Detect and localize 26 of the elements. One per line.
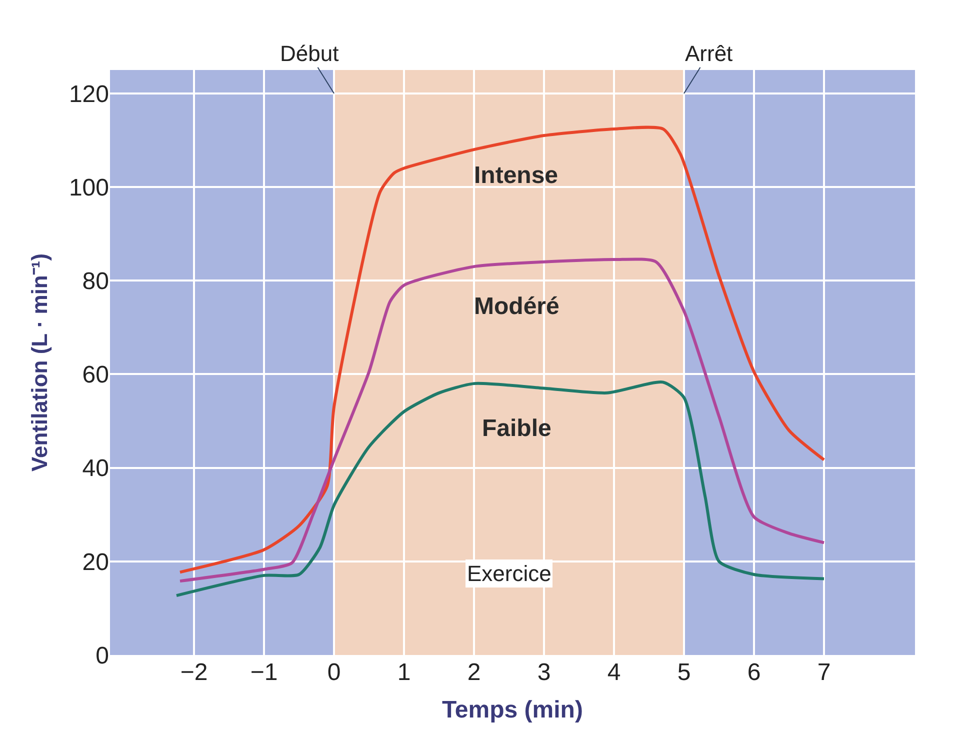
x-tick-label: 1 — [397, 659, 411, 686]
x-tick-label: 6 — [747, 659, 761, 686]
y-tick-label: 40 — [82, 455, 109, 482]
y-axis-title: Ventilation (L · min⁻¹) — [26, 253, 52, 472]
x-tick-label: 3 — [537, 659, 551, 686]
band-label: Exercice — [467, 561, 552, 586]
x-axis-title: Temps (min) — [442, 696, 583, 724]
y-tick-label: 120 — [68, 80, 109, 108]
y-tick-label: 60 — [82, 362, 109, 389]
annotation: Début — [280, 41, 339, 66]
series-label: Faible — [482, 415, 552, 442]
x-tick-label: 7 — [817, 659, 831, 686]
y-tick-label: 100 — [68, 174, 109, 202]
x-tick-label: −2 — [180, 659, 208, 686]
y-tick-label: 80 — [82, 268, 109, 295]
x-tick-label: 2 — [467, 659, 481, 686]
x-tick-label: 0 — [327, 659, 341, 686]
x-tick-label: 4 — [607, 659, 621, 686]
series-label: Modéré — [474, 293, 560, 320]
line-series — [175, 380, 826, 598]
line-series — [178, 258, 826, 583]
x-tick-label: −1 — [250, 659, 278, 686]
series-label: Intense — [474, 162, 558, 189]
x-tick-label: 5 — [677, 659, 691, 686]
y-tick-label: 20 — [82, 548, 109, 576]
annotation: Arrêt — [685, 41, 733, 66]
